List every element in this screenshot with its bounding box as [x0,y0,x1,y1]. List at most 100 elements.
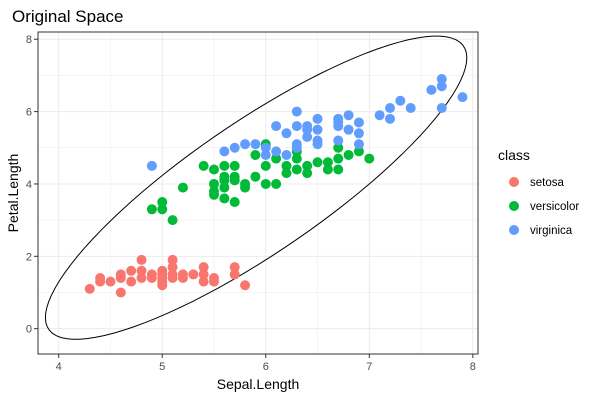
point-virginica [405,102,416,113]
point-versicolor [177,182,188,193]
point-versicolor [229,160,240,171]
y-tick-label: 6 [26,107,32,119]
point-setosa [126,276,137,287]
point-virginica [385,102,395,113]
point-versicolor [219,171,230,182]
point-versicolor [281,168,292,179]
point-versicolor [219,160,230,171]
legend: class setosa versicolor virginica [498,147,579,237]
point-virginica [291,139,302,150]
point-versicolor [260,178,271,189]
point-virginica [436,102,447,113]
point-versicolor [157,197,168,208]
gridlines [38,32,478,354]
point-setosa [146,269,157,280]
point-virginica [260,142,271,153]
point-setosa [157,265,168,276]
point-setosa [167,254,178,265]
point-virginica [240,139,251,150]
point-virginica [436,81,447,92]
point-virginica [219,146,230,157]
confidence-ellipse [44,35,468,340]
x-tick-label: 6 [263,361,269,373]
point-versicolor [198,160,209,171]
y-tick-label: 4 [26,179,32,191]
point-virginica [312,113,323,124]
x-tick-label: 8 [470,361,476,373]
point-versicolor [240,178,251,189]
point-versicolor [157,204,168,215]
legend-key-versicolor [509,201,519,211]
legend-key-setosa [509,177,519,187]
point-virginica [302,121,313,132]
y-tick-label: 8 [26,34,32,46]
y-tick-label: 2 [26,251,32,263]
point-setosa [240,280,251,291]
point-virginica [353,128,364,139]
point-versicolor [281,160,292,171]
point-setosa [115,269,126,280]
point-versicolor [353,146,364,157]
point-virginica [291,106,302,117]
point-virginica [271,121,282,132]
point-versicolor [219,182,230,193]
point-versicolor [229,197,240,208]
chart-title: Original Space [12,7,124,26]
legend-items: setosa versicolor virginica [509,177,579,237]
plot-background [37,31,479,355]
point-versicolor [250,150,261,161]
point-versicolor [322,164,333,175]
point-setosa [126,265,137,276]
legend-key-virginica [509,225,519,235]
point-setosa [84,283,95,294]
point-virginica [291,121,302,132]
point-versicolor [333,142,344,153]
point-versicolor [146,204,157,215]
point-setosa [229,269,240,280]
point-virginica [395,95,406,106]
point-virginica [146,160,157,171]
point-virginica [281,128,292,139]
point-virginica [353,139,364,150]
point-versicolor [209,178,219,189]
point-virginica [436,74,447,85]
point-versicolor [312,157,323,168]
point-virginica [374,110,385,121]
point-versicolor [271,153,282,164]
point-versicolor [209,164,219,175]
point-setosa [167,269,178,280]
point-setosa [209,273,219,284]
legend-label-virginica: virginica [530,225,573,237]
point-versicolor [343,150,354,161]
point-setosa [115,287,126,298]
point-versicolor [302,168,313,179]
point-versicolor [250,171,261,182]
point-virginica [353,117,364,128]
point-versicolor [364,153,375,164]
point-virginica [229,142,240,153]
plot-panel [37,31,479,355]
y-axis-title: Petal.Length [5,154,21,233]
point-setosa [188,269,199,280]
plot-border [37,31,479,355]
point-setosa [136,254,147,265]
point-setosa [198,262,209,273]
point-setosa [198,276,209,287]
point-virginica [312,135,323,146]
point-virginica [426,84,437,95]
y-axis-ticks: 0 2 4 6 8 [26,34,38,336]
point-versicolor [322,157,333,168]
x-axis-ticks: 4 5 6 7 8 [56,354,476,373]
point-versicolor [219,193,230,204]
point-virginica [302,131,313,142]
point-versicolor [271,178,282,189]
y-tick-label: 0 [26,324,32,336]
legend-title: class [498,147,530,163]
x-axis-title: Sepal.Length [217,376,300,392]
point-virginica [457,92,468,103]
point-setosa [167,262,178,273]
point-setosa [136,265,147,276]
point-setosa [95,273,106,284]
point-versicolor [302,160,313,171]
